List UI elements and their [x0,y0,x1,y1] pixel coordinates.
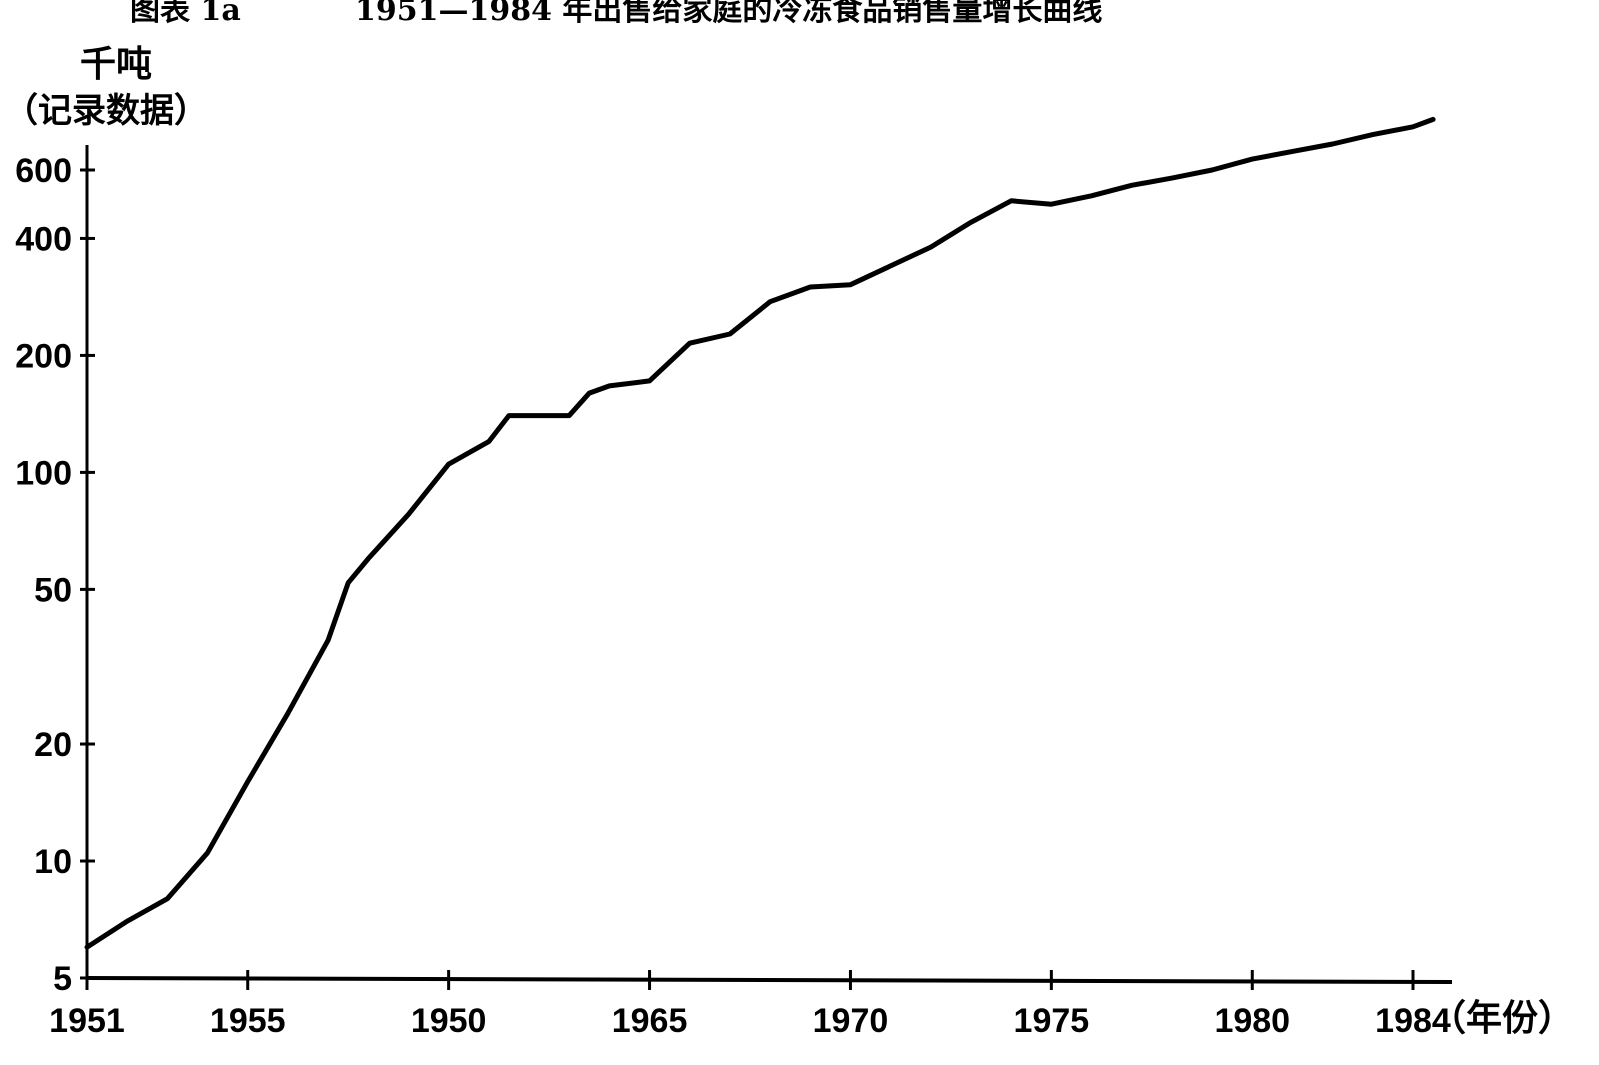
y-tick-label: 5 [53,960,72,998]
y-tick-label: 50 [34,571,72,609]
x-tick-label: 1970 [813,1002,889,1040]
x-axis-ticks: 1951 1955 1950 1965 1970 1975 1980 1984 [49,970,1451,1040]
y-axis-unit: 千吨 [80,44,152,85]
x-tick-label: 1965 [612,1002,688,1040]
chart-title-label: 图表 1a [130,0,241,28]
y-tick-label: 200 [15,337,72,375]
x-tick-label: 1955 [210,1002,286,1040]
y-tick-label: 600 [15,152,72,190]
x-tick-label: 1951 [49,1002,125,1040]
x-tick-label: 1984 [1375,1002,1451,1040]
y-tick-label: 100 [15,454,72,492]
x-axis-line [85,976,1453,984]
chart-title: 1951—1984 年出售给家庭的冷冻食品销售量增长曲线 [355,0,1102,28]
y-tick-label: 10 [34,843,72,881]
y-axis-ticks: 5 10 20 50 100 200 400 600 [15,152,95,998]
y-tick-label: 20 [34,726,72,764]
y-tick-label: 400 [15,220,72,258]
x-tick-label: 1950 [411,1002,487,1040]
x-axis-unit: （年份） [1430,998,1574,1039]
x-tick-label: 1980 [1214,1002,1290,1040]
y-axis-note: （记录数据） [4,91,208,131]
x-tick-label: 1975 [1014,1002,1090,1040]
sales-series-line [84,116,1436,950]
